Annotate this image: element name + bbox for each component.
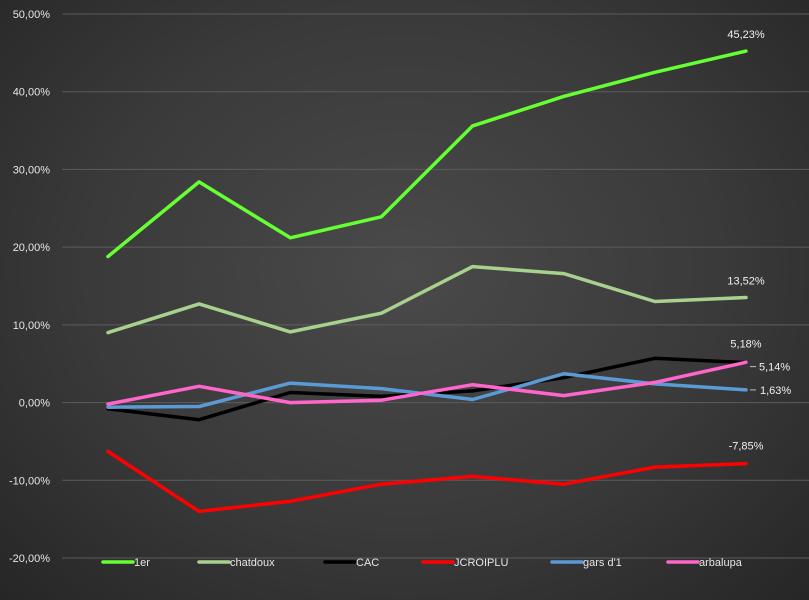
data-label-0: 45,23% (727, 29, 765, 41)
y-tick-label: -10,00% (9, 475, 50, 487)
y-tick-label: 40,00% (13, 87, 51, 99)
data-label-3: -7,85% (729, 441, 764, 453)
data-label-2: 5,14% (759, 362, 790, 374)
legend-label-4: gars d'1 (583, 557, 622, 569)
data-label-5: 5,18% (730, 338, 761, 350)
y-tick-label: 0,00% (19, 398, 50, 410)
y-tick-label: -20,00% (9, 553, 50, 565)
gridlines (62, 13, 809, 559)
y-tick-label: 10,00% (13, 320, 51, 332)
legend-label-1: chatdoux (230, 557, 275, 569)
series-line-3 (106, 449, 748, 514)
series-line-1 (106, 264, 748, 335)
legend-label-2: CAC (356, 557, 379, 569)
legend-label-3: JCROIPLU (454, 557, 508, 569)
series-line-5 (106, 360, 748, 406)
legend: 1er chatdoux CAC JCROIPLU gars d'1 arbalupa (101, 557, 743, 569)
series-line-0 (106, 49, 748, 259)
y-axis-ticks: -20,00% -10,00% 0,00% 10,00% 20,00% 30,00% 40,… (9, 9, 50, 565)
y-tick-label: 50,00% (13, 9, 51, 21)
data-labels: 45,23% 13,52% 5,14% -7,85% 1,63% 5,18% (727, 29, 791, 453)
y-tick-label: 30,00% (13, 164, 51, 176)
data-label-4: 1,63% (760, 385, 791, 397)
series-line-2 (106, 356, 748, 422)
y-tick-label: 20,00% (13, 242, 51, 254)
legend-label-0: 1er (134, 557, 150, 569)
series-lines (106, 49, 748, 514)
data-label-1: 13,52% (727, 276, 765, 288)
legend-label-5: arbalupa (699, 557, 743, 569)
